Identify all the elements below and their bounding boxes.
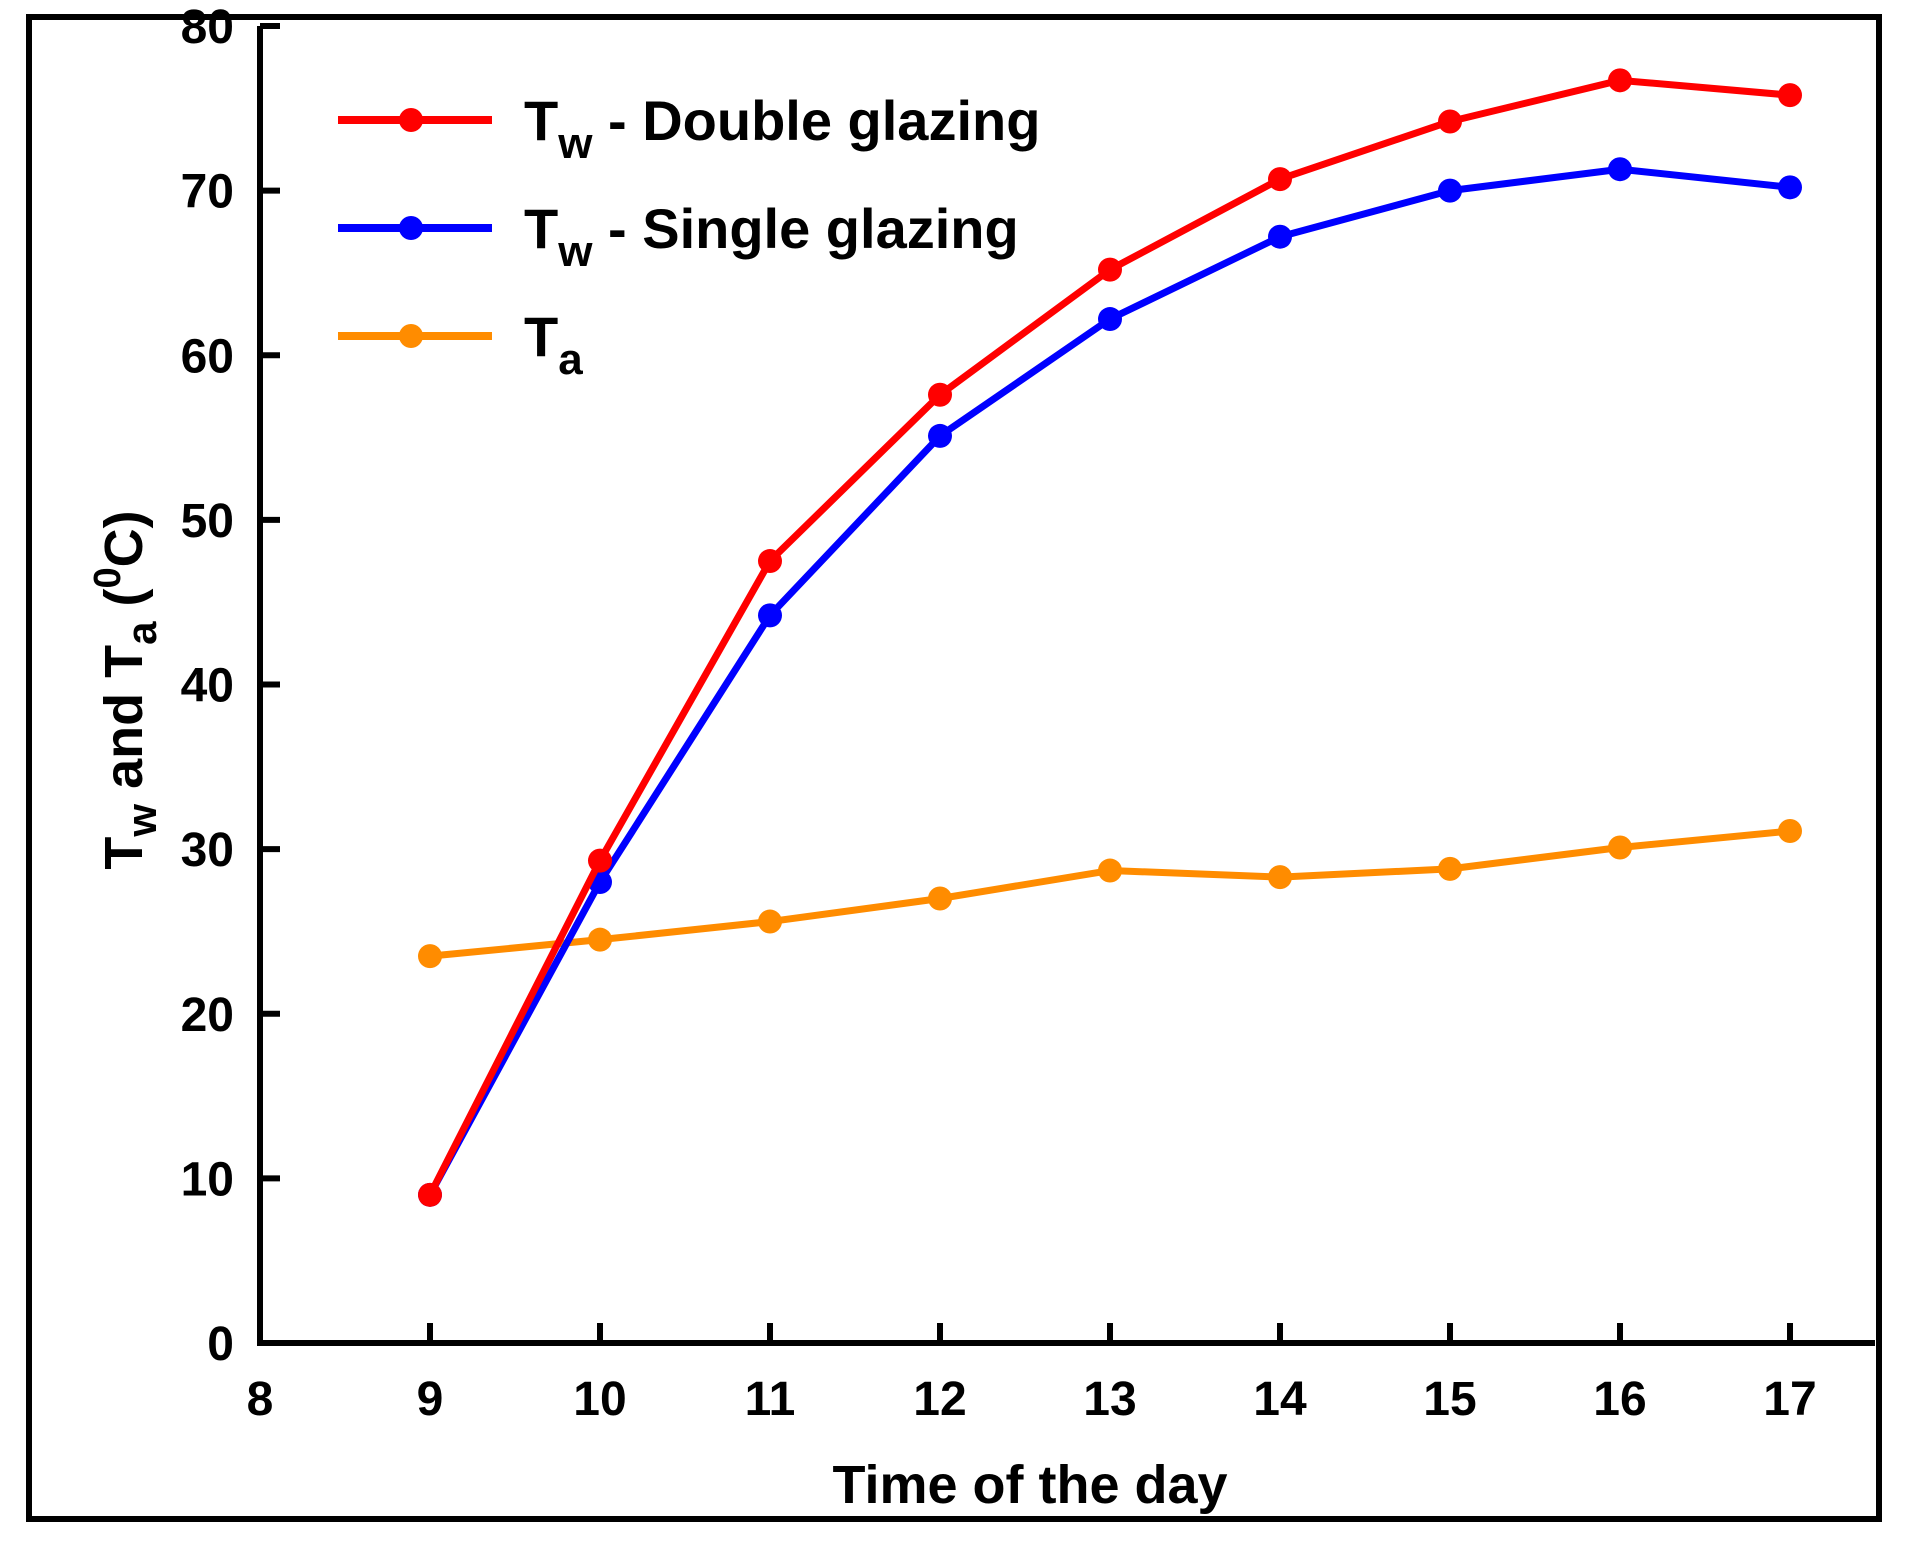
x-tick-label: 15 [1423, 1373, 1476, 1426]
data-point [1268, 224, 1292, 249]
legend-label-subscript: a [558, 335, 583, 384]
data-point [1438, 178, 1462, 203]
y-axis-ticks: 0 10 20 30 40 50 60 70 80 [181, 1, 280, 1371]
x-tick-label: 8 [247, 1373, 274, 1426]
chart-axes [257, 26, 1875, 1346]
data-point [758, 603, 782, 628]
data-point [1778, 819, 1802, 844]
x-tick-label: 10 [573, 1373, 626, 1426]
data-point [1438, 109, 1462, 134]
data-point [928, 423, 952, 448]
y-tick-label: 80 [181, 1, 234, 54]
y-label-unit-c: C) [94, 510, 154, 567]
data-point [418, 944, 442, 969]
y-label-subscript-w: w [118, 804, 165, 838]
x-axis-label: Time of the day [832, 1455, 1227, 1515]
data-point [418, 1182, 442, 1207]
legend-marker-swatch [399, 324, 423, 348]
legend-label: Tw - Single glazing [524, 197, 1019, 276]
data-point [1608, 835, 1632, 860]
legend-marker-swatch [399, 216, 423, 240]
y-tick-label: 70 [181, 166, 234, 219]
series-line [429, 827, 1791, 960]
y-tick-label: 0 [207, 1318, 234, 1371]
legend-label-symbol: T [524, 305, 558, 368]
legend-item: Ta [338, 305, 583, 384]
y-tick-label: 10 [181, 1153, 234, 1206]
legend-marker-swatch [399, 108, 423, 132]
y-label-text-and: and T [94, 645, 154, 804]
legend-label-symbol: T [524, 197, 558, 260]
x-tick-label: 16 [1593, 1373, 1646, 1426]
y-tick-label: 50 [181, 495, 234, 548]
series-tw-single-glazing [418, 157, 1802, 1207]
x-tick-label: 17 [1763, 1373, 1816, 1426]
series-layer [418, 68, 1802, 1207]
legend-label: Ta [524, 305, 583, 384]
data-point [1608, 157, 1632, 182]
x-tick-label: 12 [913, 1373, 966, 1426]
legend-label: Tw - Double glazing [524, 89, 1040, 168]
legend-label-subscript: w [557, 227, 593, 276]
data-point [1438, 856, 1462, 881]
y-label-subscript-a: a [118, 621, 165, 645]
legend-item: Tw - Double glazing [338, 89, 1040, 168]
data-point [928, 382, 952, 407]
data-point [1268, 865, 1292, 890]
legend-label-subscript: w [557, 119, 593, 168]
x-axis-ticks: 8 9 10 11 12 13 14 15 16 17 [247, 1323, 1817, 1426]
legend-label-text: - Double glazing [592, 89, 1040, 152]
legend-label-text: - Single glazing [592, 197, 1018, 260]
x-tick-label: 9 [417, 1373, 444, 1426]
y-tick-label: 30 [181, 824, 234, 877]
data-point [1098, 307, 1122, 332]
y-tick-label: 20 [181, 989, 234, 1042]
data-point [1608, 68, 1632, 93]
y-label-superscript-0: 0 [87, 567, 129, 588]
x-tick-label: 11 [745, 1373, 796, 1426]
data-point [1098, 858, 1122, 883]
figure-frame [26, 14, 1882, 1522]
x-tick-label: 14 [1253, 1373, 1307, 1426]
data-point [1778, 83, 1802, 108]
series-ta [418, 819, 1802, 969]
series-tw-double-glazing [418, 68, 1802, 1207]
x-tick-label: 13 [1083, 1373, 1136, 1426]
data-point [1778, 175, 1802, 200]
legend-item: Tw - Single glazing [338, 197, 1019, 276]
data-point [1268, 167, 1292, 192]
legend-label-symbol: T [524, 89, 558, 152]
data-point [1098, 257, 1122, 282]
y-axis-label: Tw and Ta (0C) [87, 510, 165, 869]
data-point [588, 848, 612, 873]
data-point [758, 909, 782, 934]
y-tick-label: 40 [181, 660, 234, 713]
data-point [588, 927, 612, 952]
data-point [758, 549, 782, 574]
data-point [928, 886, 952, 911]
y-label-symbol-t: T [94, 837, 154, 870]
y-label-paren-open: ( [94, 589, 154, 622]
y-tick-label: 60 [181, 330, 234, 383]
